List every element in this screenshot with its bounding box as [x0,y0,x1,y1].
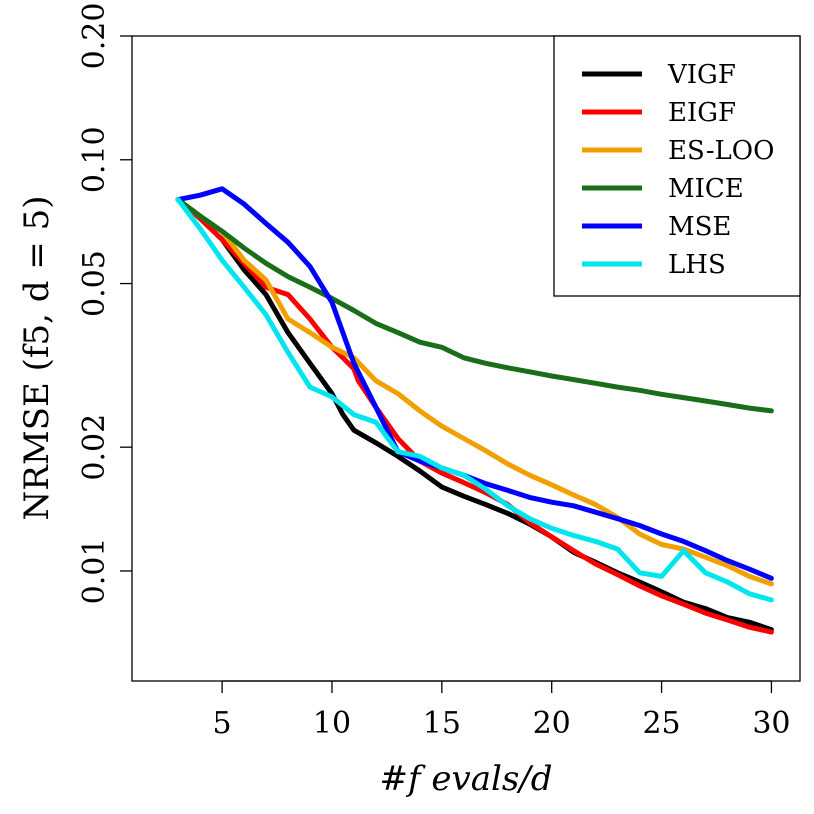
y-tick-label: 0.10 [77,126,112,193]
y-axis-title: NRMSE (f5, d = 5) [17,196,57,521]
legend-box [553,35,801,297]
legend-label: ES-LOO [668,136,774,166]
x-axis: 5 10 15 20 25 30 [213,680,791,741]
legend: VIGF EIGF ES-LOO MICE MSE LHS [553,35,801,297]
series-line-mice [175,197,774,414]
legend-label: LHS [668,250,726,280]
y-tick-label: 0.05 [77,250,112,317]
series-line-eigf [175,197,774,635]
x-tick-label: 25 [642,706,680,741]
legend-label: MSE [668,212,731,242]
x-tick-label: 10 [313,706,351,741]
y-tick-label: 0.20 [77,3,112,70]
y-tick-label: 0.01 [77,538,112,605]
x-tick-label: 20 [533,706,571,741]
plot-lines [175,186,774,635]
y-axis: 0.01 0.02 0.05 0.10 0.20 [77,3,132,605]
x-tick-label: 5 [213,706,232,741]
legend-label: MICE [668,174,744,204]
legend-label: VIGF [667,60,736,90]
series-line-es-loo [175,197,774,587]
legend-label: EIGF [668,98,736,128]
x-tick-label: 15 [423,706,461,741]
x-axis-title: #f evals/d [379,759,552,799]
x-tick-label: 30 [752,706,790,741]
y-tick-label: 0.02 [77,414,112,481]
series-line-vigf [175,197,774,633]
series-line-lhs [175,197,774,603]
